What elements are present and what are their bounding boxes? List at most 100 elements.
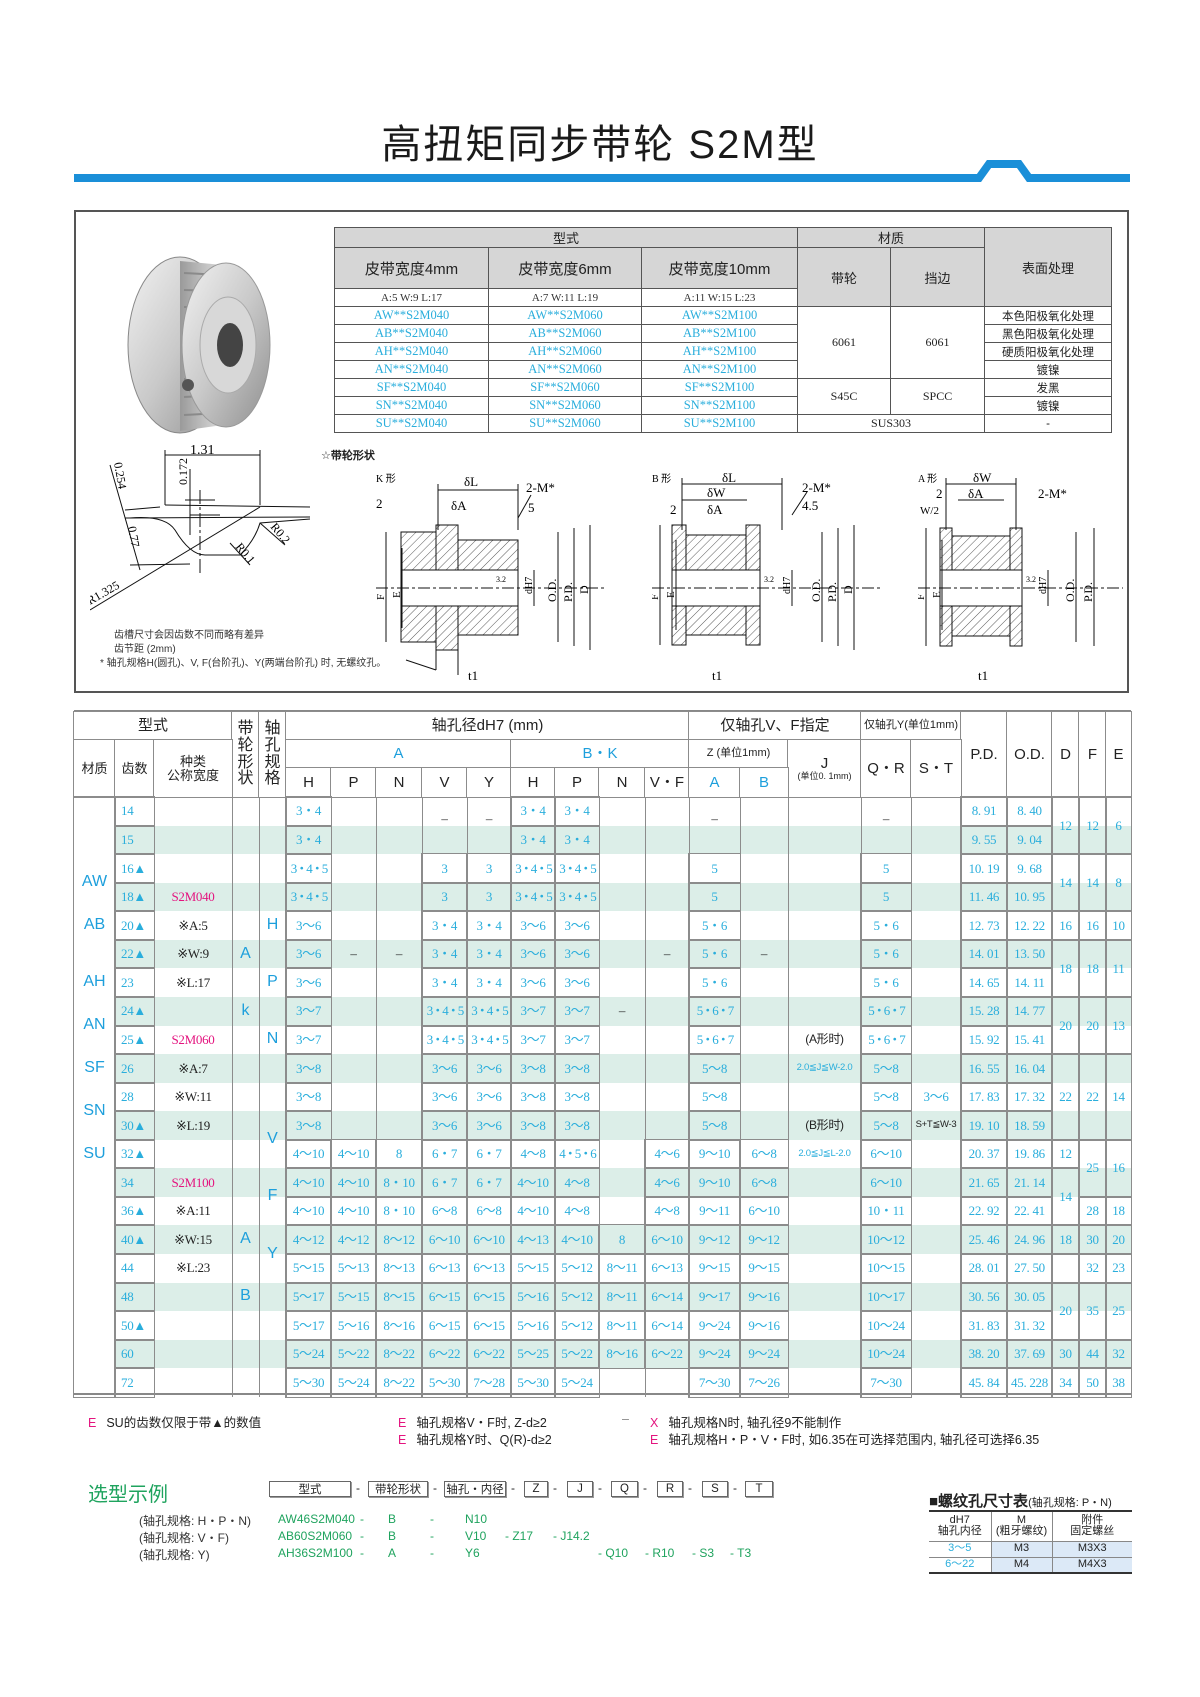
footnote-marker: E [650,1433,659,1447]
value-pd: 9. 55 [960,824,1008,856]
value-a-h: 3～8 [285,1110,332,1141]
column-divider [911,797,961,1397]
value-z-b: 9～16 [739,1281,789,1313]
header-width-4mm: 皮带宽度4mm [334,247,489,289]
value-a-v: 5～30 [421,1367,468,1398]
example-z: - Z17 [505,1529,534,1543]
value-z-a: 5～8 [688,1053,741,1084]
b-shape-label-ra: 3.2 [764,575,774,584]
model-code: SF**S2M060 [488,378,642,397]
value-bk-p: 5～22 [554,1338,600,1370]
material-table-row: AH**S2M040 AH**S2M060 AH**S2M100 硬质阳极氧化处理 [334,342,1113,361]
value-e: 16 [1105,1138,1132,1198]
model-code: SF**S2M040 [334,378,489,397]
value-a-y: 6・7 [466,1138,512,1170]
value-f: 30 [1078,1224,1107,1255]
profile-note-1: 齿槽尺寸会因齿数不同而略有差异 [114,630,264,641]
value-bk-p: 3～7 [554,995,600,1027]
a-shape-label-pd: P.D. [1081,582,1095,602]
value-a-p: 5～13 [330,1253,377,1284]
footnote-y-qr: E 轴孔规格Y时、Q(R)-d≥2 [398,1429,552,1448]
model-code: SU**S2M060 [488,414,642,433]
value-z-a: 5～8 [688,1081,741,1113]
b-shape-label-v: 4.5 [802,498,818,513]
header-qr: Q・R [860,739,912,798]
value-bk-vf: 6～14 [644,1310,690,1341]
teeth-count: 50▲ [114,1310,155,1341]
value-bk-h: 4～10 [510,1167,556,1198]
value-pd: 25. 46 [960,1224,1008,1255]
value-z-a: 5・6 [688,938,741,970]
value-bk-h: 4～8 [510,1138,556,1170]
kind-width: ※W:15 [174,1231,212,1247]
value-pd: 22. 92 [960,1195,1008,1227]
value-bk-p: 4～8 [554,1167,600,1198]
model-code: AW**S2M100 [640,306,799,325]
screw-header-m: M (粗牙螺纹) [990,1511,1052,1542]
teeth-count: 34 [114,1167,155,1198]
value-j: (B形时) [805,1118,844,1133]
value-a-n: 8・10 [375,1167,423,1198]
teeth-count: 30▲ [114,1110,155,1141]
b-shape-label-D: D [841,585,855,594]
footnote-text: 轴孔规格H・P・V・F时, 如6.35在可选择范围内, 轴孔径可选择6.35 [668,1433,1040,1447]
value-z-a: 9～17 [688,1281,741,1313]
kind-width: ※W:9 [177,946,209,962]
k-shape-label-t1: t1 [468,668,478,683]
value-a-h: 3・4・5 [285,853,332,884]
value-f: 18 [1078,938,1107,998]
header-sub-v: V [421,767,468,798]
material-table-row: SN**S2M040 SN**S2M060 SN**S2M100 镀镍 [334,396,1113,415]
value-od: 21. 14 [1006,1167,1053,1198]
value-bk-h: 5～25 [510,1338,556,1370]
teeth-count: 40▲ [114,1224,155,1255]
teeth-count: 36▲ [114,1195,155,1227]
value-bk-h: 3・4・5 [510,881,556,913]
material-table-row: SF**S2M040 SF**S2M060 SF**S2M100 S45C SPCC 发黑 [334,378,1113,415]
a-shape-label-F: F [918,594,927,600]
value-bk-n: 8～11 [598,1310,646,1341]
value-e: 25 [1105,1281,1132,1341]
value-a-v: 3～6 [421,1110,468,1141]
selection-separator: - [688,1481,692,1495]
material-code-su: SU [83,1144,106,1162]
screw-hole-table: dH7 轴孔内径 M (粗牙螺纹) 附件 固定螺丝 3～5 M3 M3X3 6～… [929,1510,1132,1574]
example-j: - J14.2 [553,1529,590,1543]
value-a-y: 3・4・5 [466,995,512,1027]
header-z: Z (单位1mm) [688,739,789,769]
model-code: AH**S2M040 [334,342,489,361]
teeth-count: 25▲ [114,1024,155,1056]
dims-4mm: A:5 W:9 L:17 [334,288,489,307]
example-shape: B [388,1529,397,1543]
screw-table-title: ■螺纹孔尺寸表(轴孔规格: P・N) [929,1490,1112,1511]
value-a-v: 3 [421,853,468,884]
header-sub-p: P [554,767,600,798]
value-e: 10 [1105,910,1132,941]
b-shape-label-two: 2 [670,502,677,517]
k-shape-label-name: K 形 [376,473,396,485]
value-od: 18. 59 [1006,1110,1053,1141]
value-z-a: 9～24 [688,1310,741,1341]
value-bk-p: 3～6 [554,910,600,941]
k-shape-label-od: O.D. [545,579,559,602]
value-q-r: 10～15 [860,1253,912,1284]
footnote-635: E 轴孔规格H・P・V・F时, 如6.35在可选择范围内, 轴孔径可选择6.35 [650,1429,1039,1448]
model-code: SN**S2M060 [488,396,642,415]
a-shape-label-d: dH7 [1038,577,1049,594]
value-od: 10. 95 [1006,881,1053,913]
value-bk-n: 8～16 [598,1338,646,1370]
example-s: - S3 [692,1546,715,1560]
value-od: 14. 11 [1006,967,1053,998]
header-bore-spec: 轴孔规格 [258,711,287,798]
column-divider [861,797,911,1397]
value-bk-h: 3～8 [510,1081,556,1113]
screw-row-bore: 6～22 [929,1557,991,1574]
value-z-b: 6～8 [739,1138,789,1170]
value-z-a: 9～15 [688,1253,741,1284]
value-bk-vf: 6～13 [644,1253,690,1284]
value-pd: 8. 91 [960,796,1008,827]
example-code: AW46S2M040 [278,1512,355,1526]
value-e: 14 [1105,1053,1132,1141]
value-od: 31. 32 [1006,1310,1053,1341]
